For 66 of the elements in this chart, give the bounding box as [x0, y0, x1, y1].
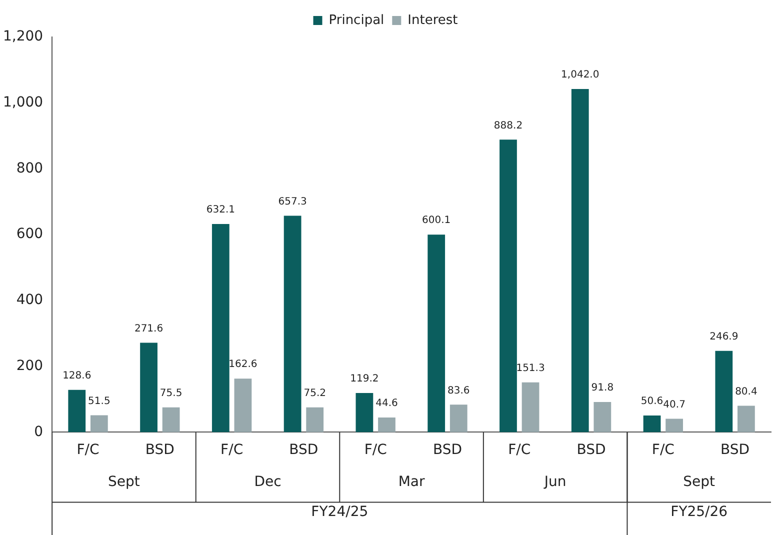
- bar: [90, 415, 108, 432]
- data-label: 75.5: [160, 388, 182, 399]
- text: FY25/26: [670, 504, 728, 520]
- bar: [306, 407, 324, 432]
- data-label: 50.6: [640, 396, 664, 408]
- bar: [715, 350, 733, 432]
- data-label: 888.2: [494, 120, 523, 132]
- x-tick-label: F/C: [652, 442, 675, 458]
- bar: [450, 404, 468, 432]
- bar: [284, 216, 302, 432]
- data-label: 51.5: [88, 396, 110, 407]
- data-label: 151.3: [516, 362, 545, 374]
- data-label: 1,042.0: [561, 70, 600, 81]
- bar: [643, 416, 661, 432]
- legend-label: Principal: [328, 12, 384, 28]
- data-label: 83.6: [447, 385, 470, 396]
- bar: [594, 402, 612, 432]
- data-label: 40.7: [663, 399, 686, 410]
- text: Sept: [683, 474, 716, 490]
- bar: [522, 382, 540, 432]
- bar: [356, 392, 374, 432]
- data-label: 162.6: [228, 359, 258, 370]
- y-tick-label: 1,000: [2, 94, 44, 111]
- data-label: 80.4: [735, 386, 758, 398]
- y-tick-label: 0: [34, 424, 44, 440]
- x-tick-label: F/C: [220, 442, 244, 458]
- bar: [162, 407, 180, 432]
- data-label: 271.6: [134, 323, 164, 334]
- data-label: 91.8: [591, 382, 614, 394]
- x-tick-label: BSD: [145, 442, 174, 458]
- y-tick-label: 400: [16, 292, 44, 308]
- bar: [378, 418, 396, 432]
- x-tick-label: F/C: [76, 442, 100, 458]
- y-tick-label: 1,200: [2, 28, 44, 45]
- data-label: 128.6: [62, 370, 92, 382]
- bar: [738, 406, 755, 432]
- x-tick-label: F/C: [508, 442, 531, 458]
- x-tick-label: BSD: [576, 442, 606, 458]
- bar: [666, 418, 683, 432]
- y-tick-label: 600: [16, 226, 44, 242]
- x-tick-label: BSD: [432, 442, 462, 458]
- data-label: 657.3: [278, 196, 307, 208]
- x-tick-label: BSD: [720, 442, 750, 458]
- bar: [212, 224, 230, 432]
- bar: [428, 234, 446, 432]
- x-tick-label: BSD: [289, 442, 318, 458]
- data-label: 600.1: [422, 215, 451, 226]
- legend-label: Interest: [408, 12, 458, 28]
- data-label: 246.9: [710, 331, 738, 342]
- bar: [500, 140, 517, 432]
- text: Jun: [543, 474, 566, 490]
- x-tick-label: F/C: [364, 442, 388, 458]
- data-label: 44.6: [376, 398, 398, 410]
- data-label: 632.1: [206, 204, 235, 216]
- bar: [234, 378, 252, 432]
- text: Sept: [108, 474, 140, 490]
- text: Dec: [254, 474, 282, 490]
- bar: [571, 89, 589, 432]
- data-label: 75.2: [304, 388, 326, 400]
- bar: [68, 390, 86, 432]
- bar: [140, 342, 158, 432]
- text: FY24/25: [311, 504, 368, 520]
- data-label: 119.2: [350, 374, 379, 385]
- y-tick-label: 200: [16, 358, 44, 374]
- text: Mar: [398, 474, 425, 490]
- y-tick-label: 800: [16, 160, 44, 176]
